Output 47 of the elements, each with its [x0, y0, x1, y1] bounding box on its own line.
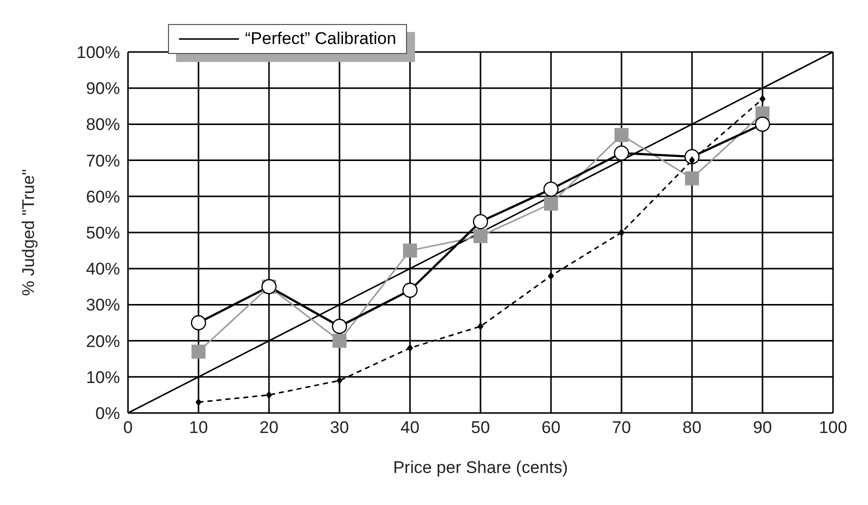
point: [614, 145, 630, 161]
x-tick-label: 90: [753, 418, 772, 438]
x-tick-label: 80: [682, 418, 702, 438]
point: [192, 344, 206, 359]
x-tick-label: 70: [612, 418, 631, 438]
point: [196, 398, 202, 406]
x-tick-label: 0: [123, 418, 133, 438]
point: [618, 228, 624, 236]
y-tick-label: 90%: [86, 79, 120, 98]
point: [543, 182, 559, 197]
y-tick-label: 20%: [86, 332, 120, 351]
point: [472, 214, 488, 230]
y-tick-label: 70%: [86, 151, 120, 170]
x-tick-label: 60: [542, 418, 560, 438]
y-tick-label: 10%: [86, 368, 120, 387]
y-tick-label: 30%: [86, 296, 120, 315]
legend-label: “Perfect” Calibration: [245, 29, 396, 49]
point: [402, 282, 418, 298]
y-tick-label: 60%: [86, 187, 120, 206]
x-tick-label: 50: [471, 418, 490, 438]
y-axis-title: % Judged "True": [19, 169, 38, 296]
point: [548, 272, 554, 280]
point: [336, 376, 342, 385]
point: [403, 244, 417, 258]
x-tick-label: 20: [260, 418, 278, 438]
y-tick-label: 100%: [76, 43, 120, 62]
point: [332, 318, 348, 334]
x-tick-label: 100: [818, 418, 848, 438]
point: [754, 116, 770, 132]
point: [685, 171, 699, 186]
y-tick-label: 80%: [86, 115, 120, 134]
point: [332, 334, 346, 348]
y-tick-label: 0%: [95, 404, 120, 424]
y-tick-label: 40%: [86, 260, 120, 279]
point: [407, 344, 413, 352]
point: [266, 390, 272, 399]
point: [474, 229, 488, 244]
x-tick-label: 30: [330, 418, 349, 438]
x-axis-title: Price per Share (cents): [393, 458, 568, 477]
point: [760, 94, 766, 103]
x-tick-label: 10: [189, 418, 208, 438]
point: [614, 128, 628, 142]
point: [478, 322, 484, 330]
point: [544, 196, 558, 211]
y-tick-label: 50%: [86, 224, 120, 243]
point: [190, 315, 206, 330]
x-tick-label: 40: [400, 418, 420, 438]
